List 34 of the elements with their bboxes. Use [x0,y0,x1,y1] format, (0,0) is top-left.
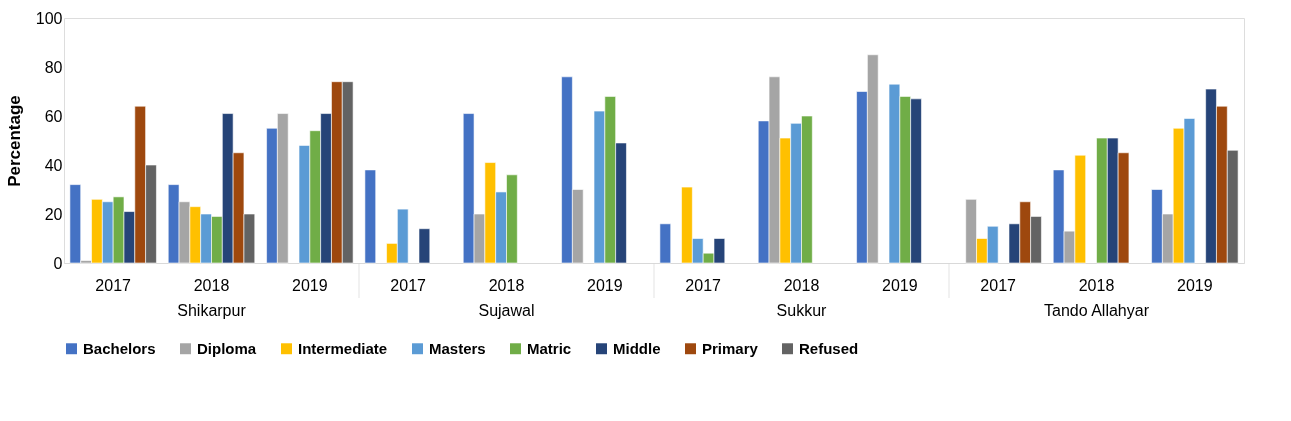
x-tick-label: 2018 [783,276,820,294]
y-tick-label: 100 [35,9,63,27]
x-tick-label: 2019 [587,276,623,294]
bar [418,228,431,264]
bar [364,169,377,264]
x-tick-label: 2018 [1078,276,1115,294]
y-tick-label: 60 [44,107,63,125]
x-tick-label: 2017 [685,276,722,294]
legend-label: Bachelors [83,339,156,357]
x-tick-label: 2017 [390,276,427,294]
text: Shikarpur [177,302,247,319]
y-tick-label: 20 [44,205,63,223]
legend-label: Masters [429,339,486,357]
x-tick-label: 2019 [882,276,918,294]
x-tick-label: 2017 [980,276,1017,294]
y-tick-label: 40 [44,156,63,174]
x-tick-label: 2019 [292,276,328,294]
x-tick-label: 2018 [193,276,230,294]
text: Sukkur [776,302,828,319]
legend-label: Matric [527,339,572,357]
text: Sujawal [478,302,535,319]
y-tick-label: 0 [53,254,63,272]
y-tick-label: 80 [44,58,63,76]
legend-label: Middle [613,339,661,357]
legend-label: Diploma [197,339,257,357]
x-tick-label: 2017 [95,276,132,294]
legend-label: Intermediate [298,339,388,357]
bar [659,223,672,264]
legend-label: Primary [702,339,759,357]
legend-label: Refused [799,339,859,357]
x-tick-label: 2018 [488,276,525,294]
text: Tando Allahyar [1044,302,1150,319]
x-tick-label: 2019 [1177,276,1213,294]
y-axis-title: Percentage [4,95,24,187]
